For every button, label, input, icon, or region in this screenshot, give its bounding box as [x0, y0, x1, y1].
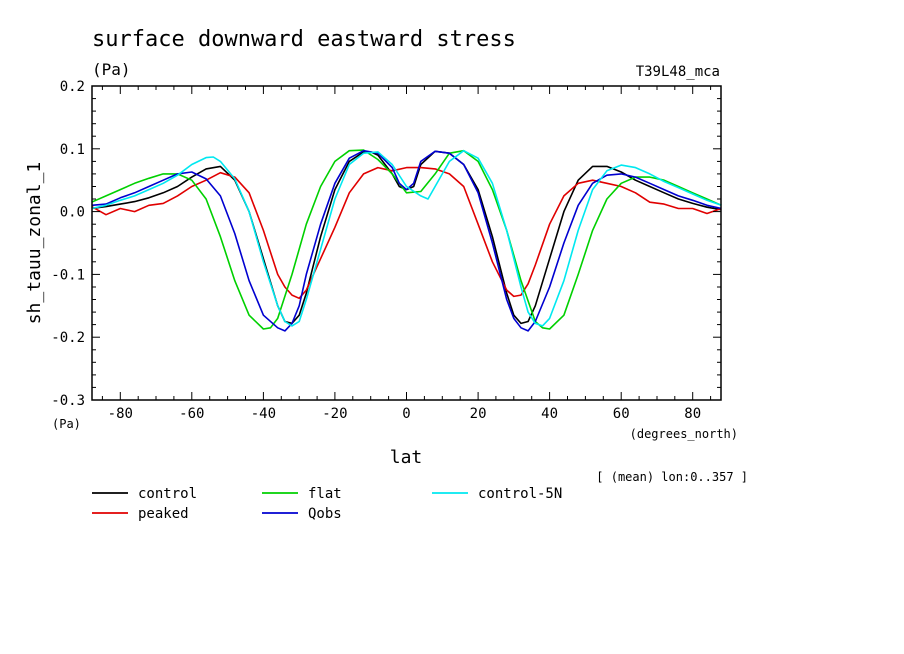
footnote: [ (mean) lon:0..357 ] [596, 470, 748, 484]
x-tick-label: 0 [402, 406, 410, 422]
experiment-label: T39L48_mca [636, 64, 720, 80]
y-tick-label: -0.1 [51, 267, 85, 283]
legend-label-control: control [138, 486, 197, 502]
legend-label-peaked: peaked [138, 506, 189, 522]
chart-units: (Pa) [92, 60, 131, 79]
y-tick-label: 0.1 [60, 142, 85, 158]
y-tick-label: 0.2 [60, 79, 85, 95]
series-line-control-5n [91, 149, 722, 327]
y-axis-label: sh_tauu_zonal_1 [24, 162, 45, 325]
x-axis-label: lat [390, 447, 423, 468]
y-tick-label: -0.3 [51, 393, 85, 409]
y-axis-units: (Pa) [52, 417, 81, 431]
plot-frame [91, 85, 722, 401]
y-tick-label: -0.2 [51, 330, 85, 346]
series-line-flat [91, 149, 722, 330]
x-tick-label: 80 [684, 406, 701, 422]
chart-title: surface downward eastward stress [92, 27, 516, 52]
x-tick-label: -60 [179, 406, 204, 422]
legend-label-control-5n: control-5N [478, 486, 562, 502]
y-tick-label: 0.0 [60, 205, 85, 221]
x-tick-label: 20 [470, 406, 487, 422]
x-tick-label: -40 [251, 406, 276, 422]
axis-tick-labels: -80 -60 -40 -20 0 20 40 60 80 -0.3 -0.2 -0.1 0.0 0.1 0… [51, 79, 701, 422]
series-line-peaked [91, 166, 722, 300]
x-tick-label: 60 [613, 406, 630, 422]
x-axis-units: (degrees_north) [630, 427, 738, 441]
x-tick-label: -80 [108, 406, 133, 422]
legend-label-flat: flat [308, 486, 342, 502]
x-tick-label: 40 [541, 406, 558, 422]
legend: control flat control-5N peaked Qobs [92, 486, 562, 522]
x-tick-label: -20 [322, 406, 347, 422]
plot-lines [91, 149, 722, 332]
legend-label-qobs: Qobs [308, 506, 342, 522]
axis-ticks [92, 85, 721, 401]
